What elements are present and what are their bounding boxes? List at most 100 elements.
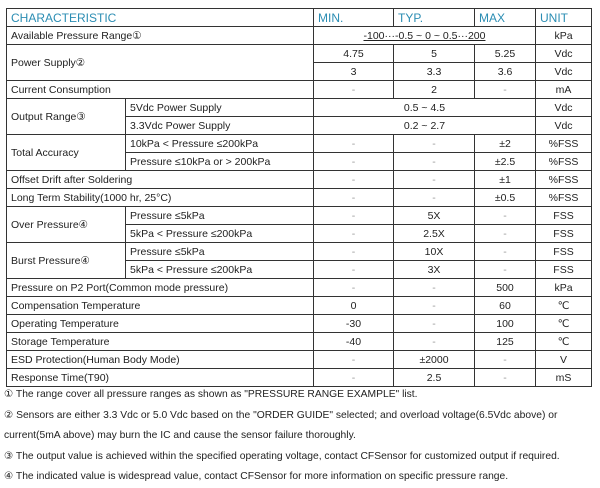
typ-value: - [393, 134, 475, 153]
unit-value: %FSS [535, 188, 592, 207]
unit-value: %FSS [535, 134, 592, 153]
header-typ: TYP. [393, 8, 475, 27]
unit-value: FSS [535, 260, 592, 279]
characteristic-label: Long Term Stability(1000 hr, 25°C) [6, 188, 314, 207]
header-min: MIN. [313, 8, 394, 27]
merged-value: 0.5 ~ 4.5 [313, 98, 536, 117]
unit-value: FSS [535, 224, 592, 243]
characteristic-label: Over Pressure④ [6, 206, 126, 243]
merged-value: -100···-0.5 ~ 0 ~ 0.5···200 [313, 26, 536, 45]
table-row: Power Supply② 4.75 5 5.25 Vdc [6, 44, 592, 81]
unit-value: V [535, 350, 592, 369]
unit-value: FSS [535, 206, 592, 225]
max-value: ±1 [474, 170, 536, 189]
min-value: - [313, 152, 394, 171]
typ-value: 2 [393, 80, 475, 99]
condition-label: Pressure ≤10kPa or > 200kPa [125, 152, 314, 171]
condition-label: 10kPa < Pressure ≤200kPa [125, 134, 314, 153]
typ-value: - [393, 332, 475, 351]
typ-value: 2.5X [393, 224, 475, 243]
max-value: - [474, 350, 536, 369]
min-value: 4.75 [313, 44, 394, 63]
typ-value: - [393, 188, 475, 207]
typ-value: - [393, 314, 475, 333]
table-row: Burst Pressure④ Pressure ≤5kPa -10X - FSS [6, 242, 592, 279]
typ-value: 5 [393, 44, 475, 63]
min-value: 3 [313, 62, 394, 81]
footnote-2: ② Sensors are either 3.3 Vdc or 5.0 Vdc … [4, 409, 558, 421]
unit-value: Vdc [535, 98, 592, 117]
characteristic-label: Available Pressure Range① [6, 26, 314, 45]
condition-label: 5Vdc Power Supply [125, 98, 314, 117]
typ-value: 3X [393, 260, 475, 279]
max-value: 500 [474, 278, 536, 297]
footnotes: ① The range cover all pressure ranges as… [4, 385, 598, 488]
unit-value: ℃ [535, 296, 592, 315]
specifications-table: CHARACTERISTIC MIN. TYP. MAX UNIT Availa… [6, 8, 592, 387]
characteristic-label: Output Range③ [6, 98, 126, 135]
typ-value: 3.3 [393, 62, 475, 81]
table-row: Storage Temperature -40-125 ℃ [6, 332, 592, 351]
max-value: ±2 [474, 134, 536, 153]
condition-label: 5kPa < Pressure ≤200kPa [125, 260, 314, 279]
table-row: Available Pressure Range① -100···-0.5 ~ 0… [6, 26, 592, 45]
min-value: - [313, 278, 394, 297]
footnote-2-continued: current(5mA above) may burn the IC and c… [4, 430, 356, 441]
min-value: - [313, 188, 394, 207]
typ-value: ±2000 [393, 350, 475, 369]
min-value: - [313, 350, 394, 369]
typ-value: - [393, 296, 475, 315]
characteristic-label: Pressure on P2 Port(Common mode pressure… [6, 278, 314, 297]
max-value: ±0.5 [474, 188, 536, 207]
max-value: - [474, 224, 536, 243]
table-row: 5kPa < Pressure ≤200kPa -3X - FSS [7, 260, 592, 279]
unit-value: Vdc [535, 44, 592, 63]
table-row: Offset Drift after Soldering - - ±1 %FSS [6, 170, 592, 189]
characteristic-label: Offset Drift after Soldering [6, 170, 314, 189]
min-value: - [313, 224, 394, 243]
max-value: 125 [474, 332, 536, 351]
characteristic-label: Total Accuracy [6, 134, 126, 171]
unit-value: Vdc [535, 62, 592, 81]
table-row: Pressure on P2 Port(Common mode pressure… [6, 278, 592, 297]
typ-value: 5X [393, 206, 475, 225]
max-value: - [474, 80, 536, 99]
characteristic-label: ESD Protection(Human Body Mode) [6, 350, 314, 369]
unit-value: %FSS [535, 152, 592, 171]
unit-value: ℃ [535, 314, 592, 333]
max-value: 5.25 [474, 44, 536, 63]
footnote-1: ① The range cover all pressure ranges as… [4, 389, 418, 400]
table-row: Over Pressure④ Pressure ≤5kPa -5X - FSS [6, 206, 592, 243]
max-value: - [474, 260, 536, 279]
header-characteristic: CHARACTERISTIC [6, 8, 314, 27]
merged-value: 0.2 ~ 2.7 [313, 116, 536, 135]
table-row: Long Term Stability(1000 hr, 25°C) - - ±0.5… [6, 188, 592, 207]
table-row: 5kPa < Pressure ≤200kPa -2.5X - FSS [7, 224, 592, 243]
max-value: - [474, 368, 536, 387]
table-row: Output Range③ 5Vdc Power Supply 0.5 ~ 4.5 V… [6, 98, 592, 135]
max-value: - [474, 242, 536, 261]
table-row: Compensation Temperature 0-60 ℃ [6, 296, 592, 315]
min-value: - [313, 368, 394, 387]
characteristic-label: Response Time(T90) [6, 368, 314, 387]
unit-value: Vdc [535, 116, 592, 135]
unit-value: kPa [535, 278, 592, 297]
unit-value: mS [535, 368, 592, 387]
footnote-3: ③ The output value is achieved within th… [4, 450, 560, 462]
table-row: Pressure ≤10kPa or > 200kPa - - ±2.5 %FSS [7, 152, 592, 171]
min-value: - [313, 242, 394, 261]
table-body: Available Pressure Range① -100···-0.5 ~ 0… [6, 26, 592, 387]
condition-label: Pressure ≤5kPa [125, 242, 314, 261]
max-value: - [474, 206, 536, 225]
unit-value: %FSS [535, 170, 592, 189]
max-value: 3.6 [474, 62, 536, 81]
min-value: 0 [313, 296, 394, 315]
typ-value: - [393, 278, 475, 297]
condition-label: 5kPa < Pressure ≤200kPa [125, 224, 314, 243]
table-row: Operating Temperature -30-100 ℃ [6, 314, 592, 333]
min-value: - [313, 80, 394, 99]
min-value: - [313, 206, 394, 225]
characteristic-label: Storage Temperature [6, 332, 314, 351]
characteristic-label: Compensation Temperature [6, 296, 314, 315]
characteristic-label: Burst Pressure④ [6, 242, 126, 279]
